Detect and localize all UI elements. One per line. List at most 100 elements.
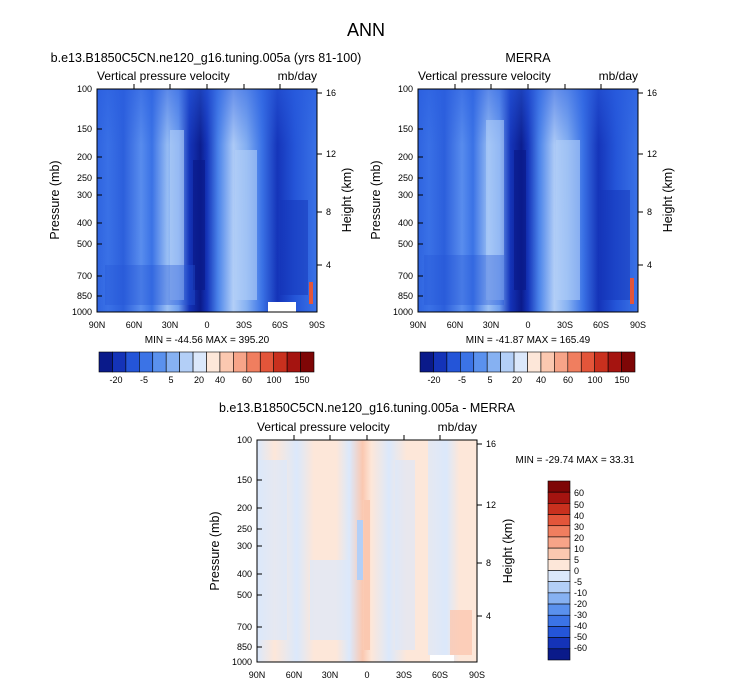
colorbar-swatch [547,637,571,650]
panel-model-units-label: mb/day [278,69,317,83]
colorbar-label: 40 [215,375,225,385]
colorbar-swatch [233,351,248,373]
panel-diff-lat-ticks: 90N 60N 30N 0 30S 60S 90S [249,670,485,680]
colorbar-swatch [139,351,154,373]
colorbar-swatch [259,351,274,373]
colorbar-label: 20 [574,533,584,543]
colorbar-swatch [547,491,571,504]
colorbar-label: 5 [574,555,579,565]
panel-model-ytick: 400 [77,218,92,228]
colorbar-swatch [473,351,488,373]
panel-merra-y2tick: 12 [647,149,657,159]
panel-model-ytick: 700 [77,271,92,281]
colorbar-swatch [246,351,261,373]
colorbar-label: 150 [614,375,629,385]
panel-diff-ytick: 500 [237,590,252,600]
panel-merra-xtick: 30N [483,320,500,330]
panel-merra-xtick: 60S [593,320,609,330]
panel-merra-xtick: 60N [447,320,464,330]
panel-diff-xtick: 60S [432,670,448,680]
panel-merra: MERRA Vertical pressure velocity mb/day … [369,51,675,385]
colorbar-swatch [286,351,301,373]
colorbar-label: -50 [574,632,587,642]
colorbar-label: -10 [574,588,587,598]
colorbar-label: -20 [574,599,587,609]
panel-diff-xtick: 90S [469,670,485,680]
panel-model-y2tick: 8 [326,207,331,217]
figure-title: ANN [347,20,385,40]
colorbar-swatch [580,351,595,373]
panel-model-xtick: 0 [204,320,209,330]
panel-diff-xtick: 0 [364,670,369,680]
panel-model-tick-marks [97,84,322,297]
colorbar-swatch [547,559,571,571]
panel-merra-ytick: 1000 [393,307,413,317]
colorbar-label: -40 [574,621,587,631]
colorbar-swatch [219,351,234,373]
colorbar-swatch [273,351,288,373]
panel-diff-y2tick: 16 [486,439,496,449]
panel-model-stats: MIN = -44.56 MAX = 395.20 [145,335,270,346]
panel-model-xtick: 60N [126,320,143,330]
colorbar-label: 5 [487,375,492,385]
panel-merra-y2label: Height (km) [661,168,675,233]
panel-diff-tick-marks [257,435,482,648]
colorbar-swatch [540,351,555,373]
panel-diff-plot-area [256,439,478,663]
panel-diff-y2tick: 8 [486,558,491,568]
panel-model-ytick: 300 [77,190,92,200]
panel-model-y2tick: 12 [326,149,336,159]
panel-difference: b.e13.B1850C5CN.ne120_g16.tuning.005a - … [208,401,635,680]
panel-merra-stats: MIN = -41.87 MAX = 165.49 [466,335,591,346]
panel-diff-xtick: 30S [396,670,412,680]
panel-diff-units-label: mb/day [438,420,477,434]
panel-model-xtick: 60S [272,320,288,330]
colorbar-label: 20 [512,375,522,385]
panel-diff-ytick: 200 [237,503,252,513]
panel-merra-ytick: 200 [398,152,413,162]
colorbar-swatch [567,351,582,373]
panel-model-ytick: 250 [77,173,92,183]
panel-diff-ytick: 700 [237,622,252,632]
colorbar-swatch [112,351,127,373]
panel-model-y2label: Height (km) [340,168,354,233]
colorbar-label: 100 [587,375,602,385]
panel-diff-xtick: 30N [322,670,339,680]
panel-diff-ytick: 400 [237,569,252,579]
colorbar-swatch [547,480,571,493]
colorbar-swatch [179,351,194,373]
colorbar-swatch [547,525,571,538]
panel-diff-variable-label: Vertical pressure velocity [257,420,390,434]
panel-diff-xtick: 60N [286,670,303,680]
panel-merra-ytick: 400 [398,218,413,228]
colorbar-swatch [98,351,113,373]
panel-merra-height-ticks: 16 12 8 4 [647,88,657,270]
panel-merra-xtick: 30S [557,320,573,330]
colorbar-label: 30 [574,522,584,532]
panel-diff-stats: MIN = -29.74 MAX = 33.31 [516,455,635,466]
panel-merra-lat-ticks: 90N 60N 30N 0 30S 60S 90S [410,320,646,330]
panel-merra-xtick: 90N [410,320,427,330]
colorbar-swatch [547,626,571,638]
colorbar-label: 40 [574,511,584,521]
panel-model-height-ticks: 16 12 8 4 [326,88,336,270]
panel-model-pressure-ticks: 100 150 200 250 300 400 500 700 850 1000 [72,84,92,317]
panel-merra-ylabel: Pressure (mb) [369,160,383,239]
colorbar-label: 150 [294,375,309,385]
colorbar-swatch [192,351,207,373]
colorbar-swatch [206,351,221,373]
panel-model-ytick: 850 [77,291,92,301]
panel-model-lat-ticks: 90N 60N 30N 0 30S 60S 90S [89,320,325,330]
panel-diff-ytick: 150 [237,475,252,485]
colorbar-label: 10 [574,544,584,554]
colorbar-label: -20 [109,375,122,385]
panel-diff-ytick: 300 [237,541,252,551]
colorbar-label: 40 [536,375,546,385]
panel-model-ytick: 500 [77,239,92,249]
colorbar-label: -5 [574,577,582,587]
panel-merra-ytick: 300 [398,190,413,200]
panel-model-ytick: 100 [77,84,92,94]
colorbar-swatch [621,351,636,373]
panel-diff-pressure-ticks: 100 150 200 250 300 400 500 700 850 1000 [232,435,252,667]
panel-model: b.e13.B1850C5CN.ne120_g16.tuning.005a (y… [48,51,361,385]
